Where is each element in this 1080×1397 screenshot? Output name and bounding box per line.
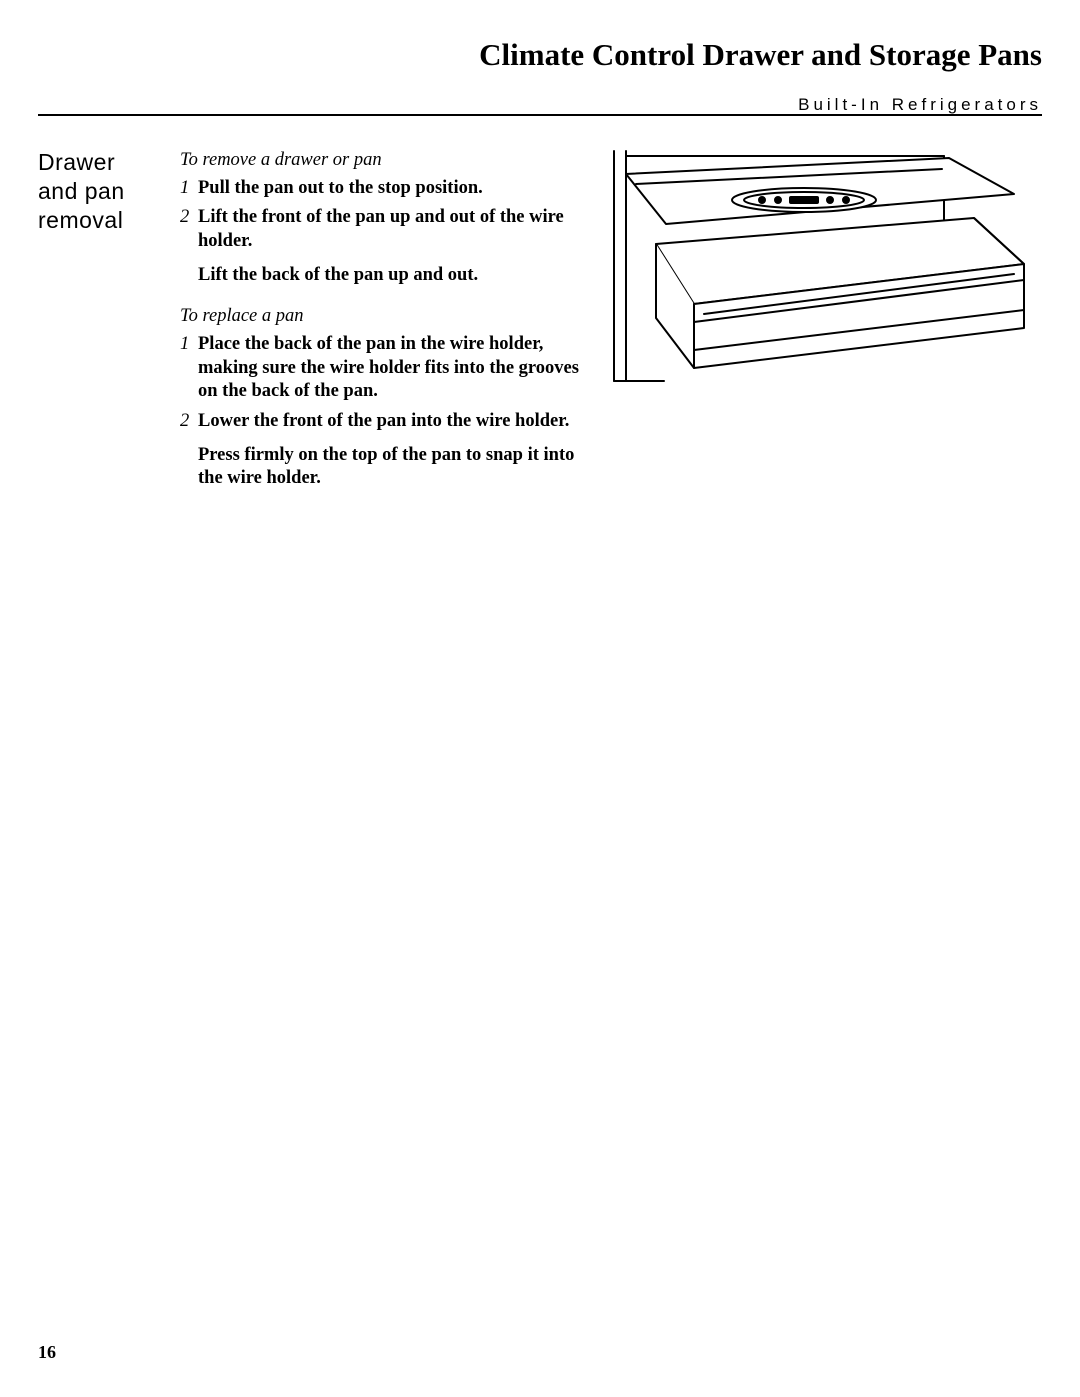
step-number: 1 xyxy=(180,177,196,201)
remove-step-2: 2 Lift the front of the pan up and out o… xyxy=(180,206,580,253)
step-text: Place the back of the pan in the wire ho… xyxy=(198,333,580,404)
step-number: 2 xyxy=(180,206,196,230)
page-root: Climate Control Drawer and Storage Pans … xyxy=(0,0,1080,1397)
remove-extra: Lift the back of the pan up and out. xyxy=(198,264,580,288)
replace-step-1: 1 Place the back of the pan in the wire … xyxy=(180,333,580,404)
step-text: Pull the pan out to the stop position. xyxy=(198,177,580,201)
step-number: 1 xyxy=(180,333,196,357)
header-area: Climate Control Drawer and Storage Pans … xyxy=(38,36,1042,115)
replace-step-2: 2 Lower the front of the pan into the wi… xyxy=(180,410,580,434)
replace-extra: Press firmly on the top of the pan to sn… xyxy=(198,444,580,491)
drawer-illustration xyxy=(594,146,1039,386)
page-title: Climate Control Drawer and Storage Pans xyxy=(38,36,1042,73)
step-text: Lower the front of the pan into the wire… xyxy=(198,410,580,434)
page-number: 16 xyxy=(38,1342,56,1363)
remove-step-1: 1 Pull the pan out to the stop position. xyxy=(180,177,580,201)
step-text: Lift the front of the pan up and out of … xyxy=(198,206,580,253)
page-subtitle: Built-In Refrigerators xyxy=(38,95,1042,115)
drawer-illustration-svg xyxy=(594,146,1039,386)
replace-subhead: To replace a pan xyxy=(180,305,580,329)
body-column: To remove a drawer or pan 1 Pull the pan… xyxy=(180,149,580,491)
step-number: 2 xyxy=(180,410,196,434)
header-rule xyxy=(38,114,1042,116)
sidebar-heading: Drawer and pan removal xyxy=(38,148,158,234)
remove-subhead: To remove a drawer or pan xyxy=(180,149,580,173)
